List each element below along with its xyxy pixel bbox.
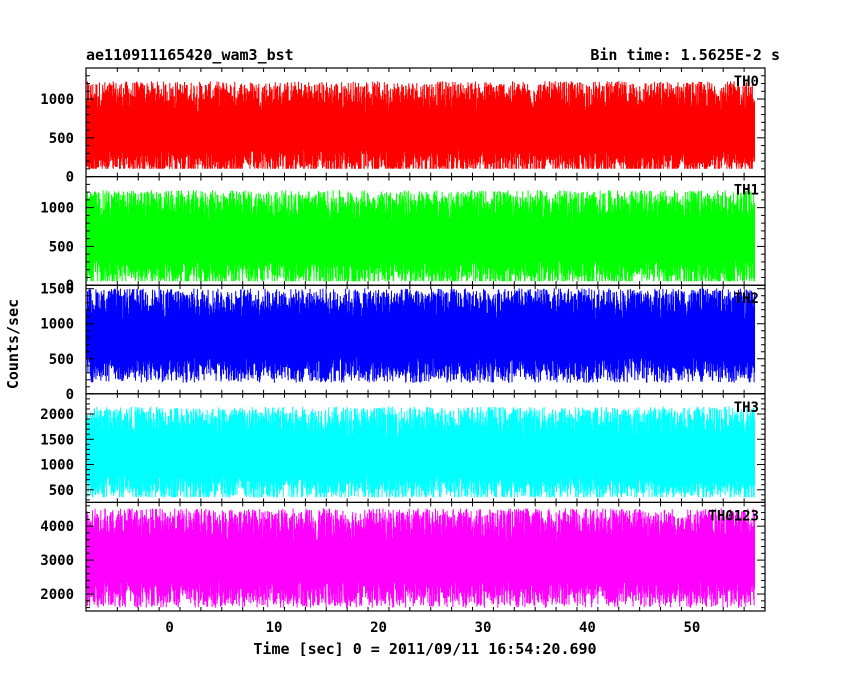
panel-label: TH0 (734, 74, 759, 90)
series-th0 (86, 81, 756, 169)
y-tick-label: 1000 (40, 201, 74, 217)
chart-title-left: ae110911165420_wam3_bst (86, 46, 294, 64)
y-tick-label: 500 (49, 131, 74, 147)
x-axis-label: Time [sec] 0 = 2011/09/11 16:54:20.690 (253, 640, 596, 658)
chart-title-right: Bin time: 1.5625E-2 s (590, 46, 780, 64)
x-tick-label: 50 (683, 620, 700, 636)
panel-label: TH3 (734, 400, 759, 416)
panel-label: TH1 (734, 183, 759, 199)
panel-th0123: 2000 3000 4000 TH0123 (40, 501, 766, 612)
panel-th0: 0 500 1000 TH0 (40, 67, 766, 186)
y-tick-label: 3000 (40, 553, 74, 569)
x-axis: 0 10 20 30 40 50 (165, 620, 700, 636)
y-tick-label: 1000 (40, 92, 74, 108)
panel-frame (85, 501, 766, 612)
y-tick-label: 1500 (40, 282, 74, 298)
series-th3 (86, 406, 756, 498)
panel-th1: 0 500 1000 TH1 (40, 176, 766, 294)
series-th2 (86, 288, 756, 383)
y-tick-label: 0 (66, 170, 74, 186)
x-tick-label: 30 (475, 620, 492, 636)
x-tick-label: 10 (266, 620, 283, 636)
y-tick-label: 1500 (40, 432, 74, 448)
panel-th3: 500 1000 1500 2000 TH3 (40, 393, 766, 503)
x-tick-label: 20 (370, 620, 387, 636)
y-tick-label: 2000 (40, 587, 74, 603)
panels: 0 500 1000 TH0 0 500 1000 TH1 0 500 1000 1500 TH2 500… (40, 67, 766, 612)
y-axis-label: Counts/sec (4, 299, 22, 389)
y-tick-label: 500 (49, 483, 74, 499)
panel-label: TH2 (734, 291, 759, 307)
x-tick-label: 40 (579, 620, 596, 636)
y-tick-label: 1000 (40, 458, 74, 474)
y-tick-label: 1000 (40, 317, 74, 333)
x-tick-label: 0 (165, 620, 173, 636)
panel-th2: 0 500 1000 1500 TH2 (40, 282, 766, 403)
y-tick-label: 2000 (40, 407, 74, 423)
panel-label: TH0123 (708, 508, 759, 524)
y-tick-label: 500 (49, 239, 74, 255)
y-tick-label: 4000 (40, 519, 74, 535)
y-tick-label: 0 (66, 278, 74, 294)
y-tick-label: 0 (66, 387, 74, 403)
y-tick-label: 500 (49, 352, 74, 368)
series-th0123 (86, 508, 756, 608)
series-th1 (86, 190, 756, 282)
